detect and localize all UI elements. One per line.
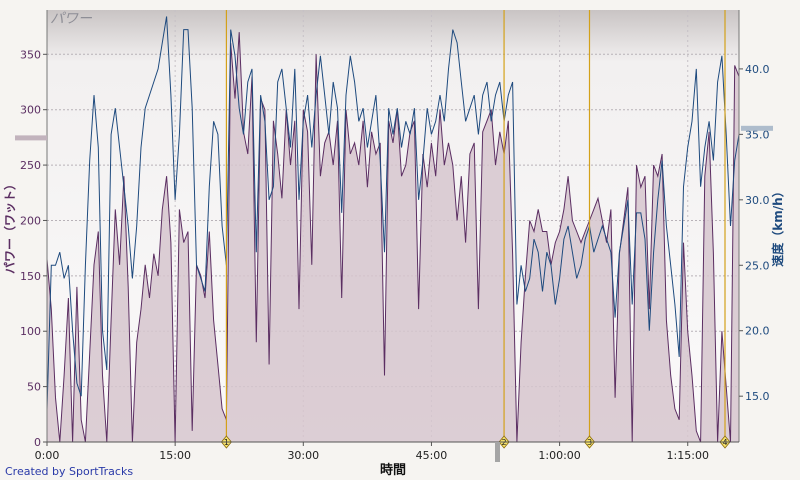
x-tick-label: 0:00	[35, 449, 60, 462]
x-axis-label: 時間	[380, 462, 406, 478]
x-tick-label: 30:00	[287, 449, 319, 462]
y-right-tick-label: 40.0	[745, 63, 770, 76]
y-left-tick-label: 50	[27, 381, 41, 394]
y-left-tick-label: 300	[20, 104, 41, 117]
power-series-line	[47, 32, 739, 442]
x-tick-label: 15:00	[159, 449, 191, 462]
y-right-tick-label: 35.0	[745, 128, 770, 141]
avg-speed-marker	[741, 125, 773, 131]
y-right-tick-label: 15.0	[745, 390, 770, 403]
y-left-tick-label: 0	[34, 436, 41, 449]
power-area	[47, 32, 739, 442]
y-left-tick-label: 150	[20, 270, 41, 283]
y-axis-left-label: パワー（ワット）	[2, 178, 17, 274]
avg-power-marker	[15, 135, 47, 141]
chart-title: パワー	[50, 11, 93, 27]
y-right-tick-label: 20.0	[745, 325, 770, 338]
x-tick-label: 45:00	[416, 449, 448, 462]
speed-series-line	[47, 16, 739, 410]
y-left-tick-label: 350	[20, 48, 41, 61]
axis-ticks: 0 50 100 150 200 250 300 350 0:00 15:00 30:00 45:00…	[20, 48, 770, 462]
y-right-tick-label: 30.0	[745, 194, 770, 207]
plot-scrollbar-handle[interactable]	[495, 442, 500, 462]
y-left-tick-label: 100	[20, 325, 41, 338]
credit-text: Created by SportTracks	[5, 465, 133, 478]
y-axis-right-label: 速度（km/h）	[770, 185, 785, 266]
y-right-tick-label: 25.0	[745, 259, 770, 272]
x-tick-label: 1:00:00	[538, 449, 580, 462]
y-left-tick-label: 250	[20, 159, 41, 172]
y-left-tick-label: 200	[20, 214, 41, 227]
x-tick-label: 1:15:00	[667, 449, 709, 462]
